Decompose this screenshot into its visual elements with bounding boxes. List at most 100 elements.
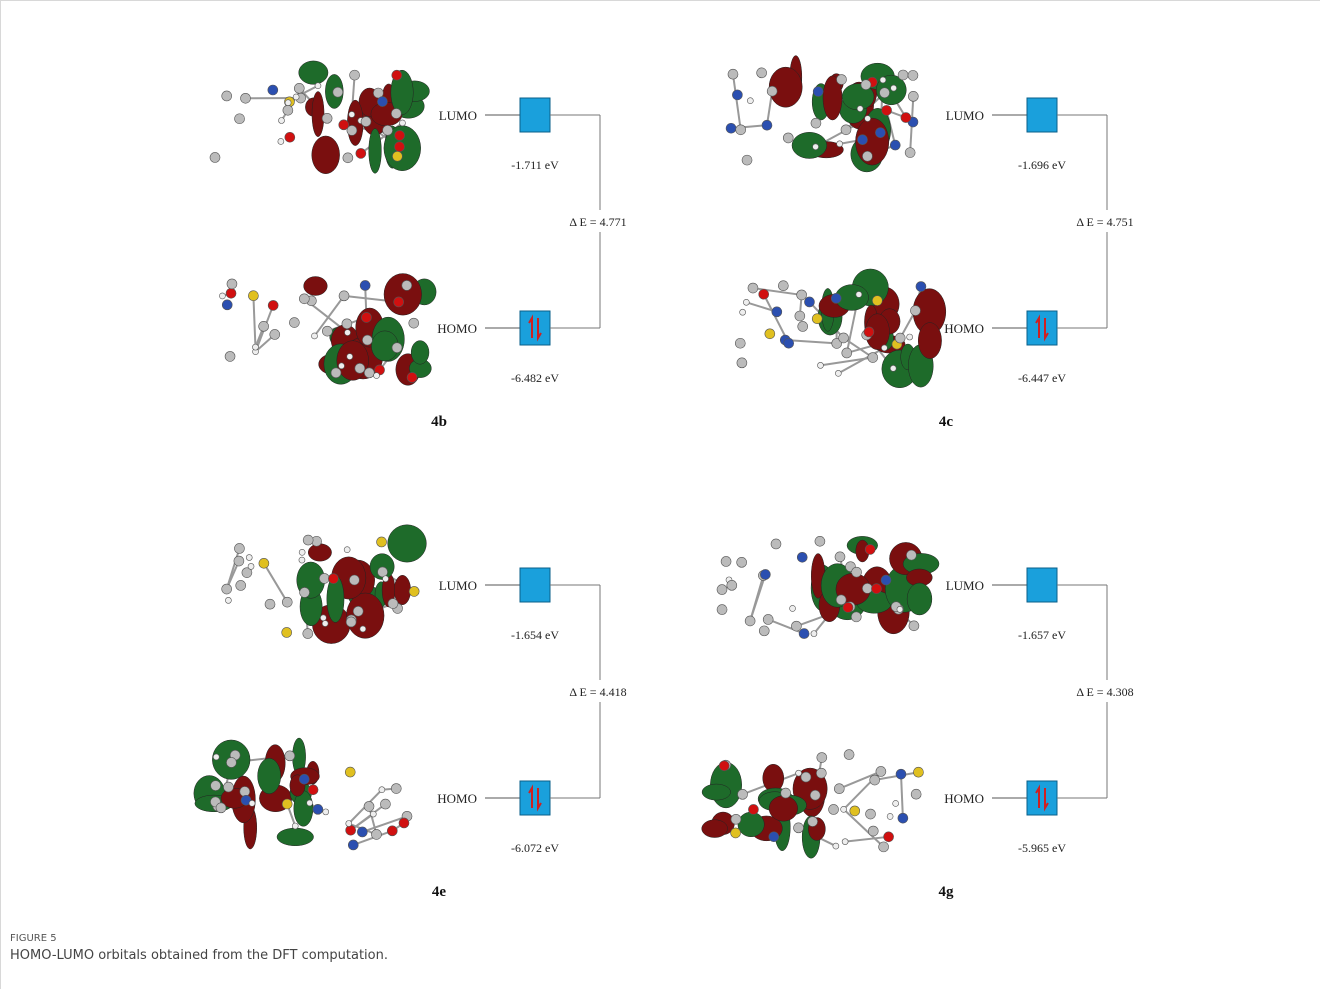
atom xyxy=(796,770,802,776)
atom xyxy=(278,138,284,144)
homo-box xyxy=(520,781,550,815)
atom xyxy=(742,155,752,165)
energy-gap: Δ E = 4.418 xyxy=(569,685,626,699)
atom xyxy=(252,344,258,350)
atom xyxy=(347,354,353,360)
atom xyxy=(911,789,921,799)
atom xyxy=(879,842,889,852)
atom xyxy=(222,91,232,101)
atom xyxy=(797,552,807,562)
atom xyxy=(811,118,821,128)
atom xyxy=(248,291,258,301)
atom xyxy=(804,297,814,307)
atom xyxy=(399,120,405,126)
atom xyxy=(377,537,387,547)
atom xyxy=(737,557,747,567)
atom xyxy=(817,753,827,763)
atom xyxy=(861,80,871,90)
atom xyxy=(852,567,862,577)
lumo-label: LUMO xyxy=(946,578,984,593)
atom xyxy=(842,839,848,845)
atom xyxy=(322,113,332,123)
atom xyxy=(835,370,841,376)
homo-energy: -5.965 eV xyxy=(1018,841,1066,855)
energy-gap: Δ E = 4.308 xyxy=(1076,685,1133,699)
atom xyxy=(909,621,919,631)
atom xyxy=(763,614,773,624)
atom xyxy=(732,90,742,100)
homo-label: HOMO xyxy=(944,321,984,336)
lumo-energy: -1.696 eV xyxy=(1018,158,1066,172)
atom xyxy=(881,345,887,351)
atom xyxy=(227,279,237,289)
figure-caption: HOMO-LUMO orbitals obtained from the DFT… xyxy=(10,948,388,963)
panel: LUMO-1.696 eVHOMO-6.447 eVΔ E = 4.7514c xyxy=(726,56,1134,430)
atom xyxy=(791,621,801,631)
atom xyxy=(866,809,876,819)
atom xyxy=(887,813,893,819)
atom xyxy=(737,358,747,368)
atom xyxy=(865,116,871,122)
atom xyxy=(409,586,419,596)
panel: LUMO-1.657 eVHOMO-5.965 eVΔ E = 4.3084g xyxy=(702,536,1134,900)
atom xyxy=(311,333,317,339)
atom xyxy=(837,141,843,147)
atom xyxy=(757,68,767,78)
atom xyxy=(356,148,366,158)
atom xyxy=(388,599,398,609)
atom xyxy=(293,94,299,100)
atom xyxy=(871,584,881,594)
atom xyxy=(748,804,758,814)
orbital-lobe xyxy=(792,132,827,158)
atom xyxy=(731,828,741,838)
atom xyxy=(738,789,748,799)
atom xyxy=(728,69,738,79)
atom xyxy=(841,125,851,135)
homo-energy: -6.447 eV xyxy=(1018,371,1066,385)
atom xyxy=(268,85,278,95)
atom xyxy=(875,128,885,138)
atom xyxy=(835,552,845,562)
atom xyxy=(717,585,727,595)
energy-gap: Δ E = 4.771 xyxy=(569,215,626,229)
atom xyxy=(394,142,404,152)
atom xyxy=(377,97,387,107)
atom xyxy=(392,151,402,161)
atom xyxy=(812,314,822,324)
atom xyxy=(402,280,412,290)
atom xyxy=(898,813,908,823)
atom xyxy=(896,769,906,779)
atom xyxy=(313,804,323,814)
atom xyxy=(868,826,878,836)
panel-label: 4g xyxy=(939,884,955,900)
atom xyxy=(759,626,769,636)
orbital-lobe xyxy=(312,91,324,136)
atom xyxy=(880,77,886,83)
atom xyxy=(285,751,295,761)
figure-border xyxy=(1,1,1320,989)
atom xyxy=(881,575,891,585)
atom xyxy=(342,319,352,329)
orbital-lobe xyxy=(258,758,281,794)
orbital-lobe xyxy=(738,812,764,837)
atom xyxy=(857,106,863,112)
atom xyxy=(882,105,892,115)
atom xyxy=(748,283,758,293)
orbital-lobe xyxy=(369,128,382,173)
atom xyxy=(893,800,899,806)
atom xyxy=(360,280,370,290)
atom xyxy=(880,88,890,98)
atom xyxy=(328,574,338,584)
atom xyxy=(379,787,385,793)
homo-label: HOMO xyxy=(944,791,984,806)
homo-energy: -6.072 eV xyxy=(511,841,559,855)
atom xyxy=(735,338,745,348)
panel-label: 4e xyxy=(432,884,447,900)
atom xyxy=(307,800,313,806)
atom xyxy=(391,784,401,794)
atom xyxy=(769,832,779,842)
atom xyxy=(876,766,886,776)
panel-label: 4b xyxy=(431,414,447,430)
